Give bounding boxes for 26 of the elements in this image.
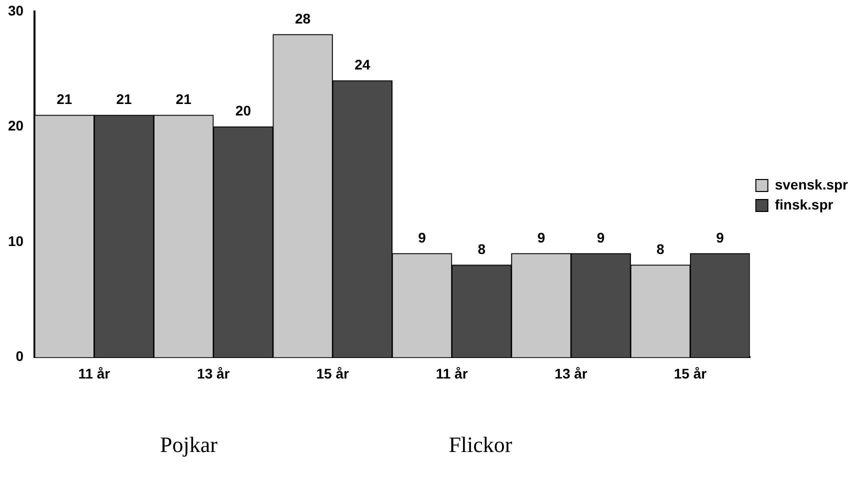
data-label: 8 [656, 240, 665, 257]
x-tick-label: 11 år [78, 365, 111, 382]
y-tick-label: 20 [8, 118, 24, 134]
data-label: 28 [295, 10, 311, 26]
x-tick-label: 13 år [554, 365, 588, 382]
data-label: 9 [596, 229, 605, 246]
data-label: 24 [354, 56, 370, 72]
data-label: 21 [176, 91, 192, 107]
x-tick-label: 11 år [436, 365, 468, 382]
data-label: 20 [235, 102, 252, 119]
data-label: 9 [716, 229, 724, 246]
x-tick-label: 13 år [197, 365, 230, 382]
data-label: 9 [418, 229, 426, 246]
data-label: 21 [116, 91, 132, 107]
data-label: 21 [56, 91, 72, 107]
text: Flickor [448, 432, 512, 458]
text: Pojkar [160, 432, 218, 458]
legend-label: svensk.spr [774, 176, 849, 192]
data-label: 9 [537, 229, 546, 246]
legend-label: finsk.spr [774, 196, 834, 212]
x-tick-label: 15 år [316, 365, 350, 382]
y-tick-label: 10 [8, 232, 24, 249]
data-label: 8 [478, 240, 486, 257]
y-tick-label: 0 [16, 348, 24, 364]
y-tick-label: 30 [8, 2, 24, 18]
x-tick-label: 15 år [674, 365, 708, 382]
